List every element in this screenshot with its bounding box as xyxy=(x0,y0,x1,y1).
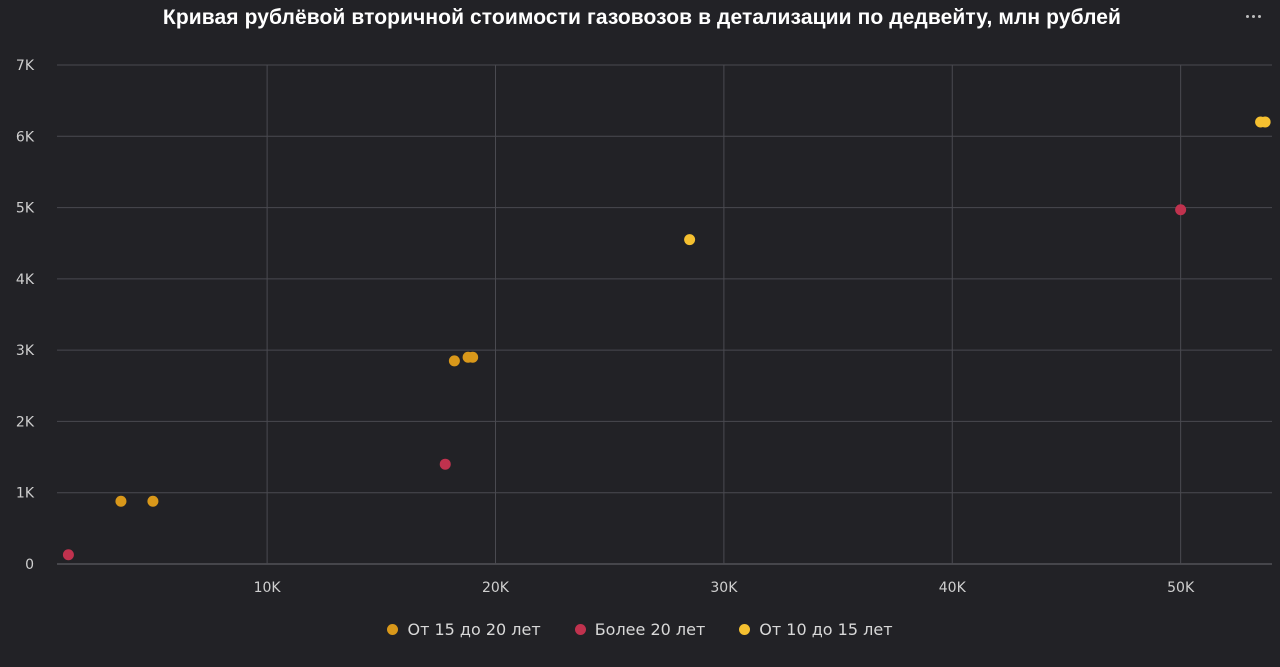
y-tick-label: 1K xyxy=(16,486,35,502)
legend-marker-icon xyxy=(387,624,399,635)
legend-label: От 10 до 15 лет xyxy=(759,620,893,639)
data-point-series-0-0[interactable] xyxy=(115,495,127,507)
more-horizontal-icon xyxy=(1245,14,1249,18)
data-point-series-0-1[interactable] xyxy=(147,495,159,507)
legend-item-2[interactable]: От 10 до 15 лет xyxy=(739,620,893,639)
y-tick-label: 0 xyxy=(25,557,34,573)
legend-marker-icon xyxy=(574,624,586,635)
legend-label: Более 20 лет xyxy=(594,620,706,639)
y-tick-label: 6K xyxy=(16,129,35,145)
y-tick-label: 7K xyxy=(16,58,35,74)
chart-legend: От 15 до 20 лет Более 20 лет От 10 до 15 л… xyxy=(0,620,1280,639)
x-tick-label: 10K xyxy=(254,580,282,596)
legend-item-1[interactable]: Более 20 лет xyxy=(574,620,706,639)
x-tick-label: 30K xyxy=(710,580,738,596)
data-point-series-2-0[interactable] xyxy=(684,234,696,246)
y-tick-label: 5K xyxy=(16,201,35,217)
legend-label: От 15 до 20 лет xyxy=(407,620,541,639)
data-point-series-2-2[interactable] xyxy=(1259,116,1271,128)
data-point-series-1-2[interactable] xyxy=(1175,204,1187,216)
x-tick-label: 20K xyxy=(482,580,510,596)
y-tick-label: 3K xyxy=(16,343,35,359)
y-tick-label: 2K xyxy=(16,414,35,430)
data-point-series-0-2[interactable] xyxy=(448,355,460,367)
legend-marker-icon xyxy=(739,624,751,635)
chart-title: Кривая рублёвой вторичной стоимости газо… xyxy=(162,6,1122,29)
data-point-series-1-0[interactable] xyxy=(62,549,74,561)
more-options-button[interactable] xyxy=(1240,4,1266,28)
x-tick-label: 40K xyxy=(939,580,967,596)
legend-item-0[interactable]: От 15 до 20 лет xyxy=(387,620,541,639)
x-tick-label: 50K xyxy=(1167,580,1195,596)
data-point-series-1-1[interactable] xyxy=(439,458,451,470)
y-tick-label: 4K xyxy=(16,272,35,288)
data-point-series-0-4[interactable] xyxy=(467,351,479,363)
